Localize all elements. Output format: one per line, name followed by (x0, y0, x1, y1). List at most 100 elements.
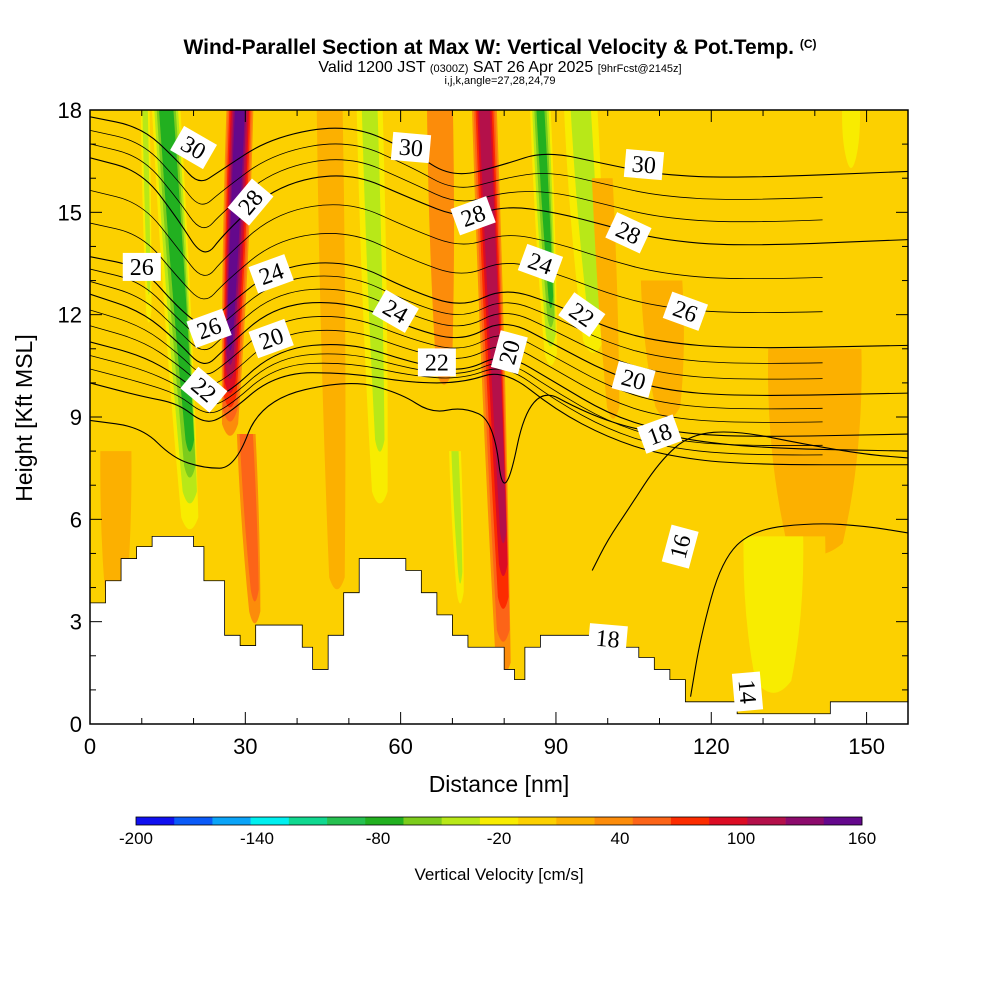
contour-label-text: 30 (398, 135, 424, 163)
contour-label-30: 30 (390, 131, 432, 164)
contour-label-24: 24 (248, 254, 294, 294)
velocity-band-8-3 (570, 110, 600, 321)
axes: 0 30 60 90 120 150 0 3 6 9 12 15 18 (58, 98, 908, 759)
colorbar-label: Vertical Velocity [cm/s] (414, 865, 583, 884)
contour-label-box (186, 308, 232, 348)
colorbar-swatch (327, 817, 366, 825)
contour-label-18: 18 (636, 414, 683, 454)
colorbar-swatch (670, 817, 710, 825)
colorbar-swatch (174, 817, 213, 825)
chart-title-text: Wind-Parallel Section at Max W: Vertical… (183, 36, 794, 59)
colorbar-swatch (136, 817, 175, 825)
colorbar-frame (135, 816, 863, 826)
contour-label-box (517, 243, 564, 284)
velocity-band-4-1 (316, 110, 346, 590)
isentrope-minor (90, 362, 823, 456)
contour-label-30: 30 (170, 125, 217, 170)
colorbar-swatch (556, 817, 595, 825)
isentrope-22 (90, 341, 908, 437)
valid-date: SAT 26 Apr 2025 (472, 59, 594, 76)
isentrope-18 (90, 383, 908, 484)
contour-label-20: 20 (490, 330, 528, 375)
contour-label-20: 20 (611, 361, 656, 398)
x-tick-label: 0 (84, 734, 96, 759)
contour-label-box (450, 196, 496, 236)
contour-label-box (248, 254, 294, 294)
grid-indices: i,j,k,angle=27,28,24,79 (444, 75, 556, 87)
colorbar-tick-label: -200 (119, 829, 153, 848)
colorbar-tick-label: 100 (727, 829, 755, 848)
contour-label-22: 22 (417, 348, 456, 377)
contour-label-box (605, 212, 652, 254)
contour-label-26: 26 (122, 252, 161, 281)
colorbar-swatch (441, 817, 481, 825)
valid-prefix: Valid 1200 JST (318, 59, 426, 76)
x-axis-label: Distance [nm] (429, 771, 570, 797)
chart-title: Wind-Parallel Section at Max W: Vertical… (0, 36, 1000, 60)
contour-label-text: 30 (631, 152, 657, 180)
valid-utc: (0300Z) (429, 63, 469, 75)
isentrope-minor (90, 222, 823, 314)
contour-label-box (122, 252, 161, 281)
copyright-mark: (C) (799, 37, 817, 51)
x-tick-label: 30 (233, 734, 257, 759)
colorbar-tick-label: -20 (487, 829, 512, 848)
colorbar: -200 -140 -80 -20 40 100 160 (119, 816, 876, 848)
y-tick-label: 6 (70, 507, 82, 532)
colorbar-tick-label: 40 (611, 829, 630, 848)
y-tick-label: 15 (58, 200, 82, 225)
contour-label-16: 16 (661, 524, 699, 569)
isentrope-20 (90, 372, 908, 466)
colorbar-swatch (747, 817, 786, 825)
colorbar-swatch (518, 817, 557, 825)
contour-label-text: 14 (733, 679, 761, 705)
contour-label-box (731, 671, 764, 712)
contour-label-box (611, 361, 656, 398)
velocity-band-14-2 (743, 536, 804, 693)
colorbar-swatch (365, 817, 404, 825)
contour-label-26: 26 (662, 291, 709, 331)
isentrope-minor (90, 353, 823, 446)
x-tick-label: 150 (848, 734, 885, 759)
x-tick-label: 60 (388, 734, 412, 759)
valid-time-line: Valid 1200 JST (0300Z) SAT 26 Apr 2025 [… (0, 59, 1000, 77)
velocity-band-3-3 (361, 110, 385, 452)
colorbar-swatch (288, 817, 328, 825)
colorbar-swatch (212, 817, 251, 825)
contour-label-box (661, 524, 699, 569)
colorbar-swatch (709, 817, 748, 825)
y-tick-label: 3 (70, 610, 82, 635)
terrain-silhouette (90, 535, 908, 724)
y-tick-label: 9 (70, 405, 82, 430)
isentrope-minor (90, 268, 823, 364)
colorbar-swatch (250, 817, 290, 825)
x-tick-label: 90 (544, 734, 568, 759)
colorbar-tick-label: 160 (848, 829, 876, 848)
contour-label-box (623, 148, 665, 181)
isentrope-minor (90, 129, 823, 205)
isentrope-14 (690, 523, 908, 697)
isentrope-minor (90, 143, 823, 229)
contour-label-box (417, 348, 456, 377)
colorbar-swatch (403, 817, 442, 825)
contour-label-box (248, 318, 294, 359)
forecast-info: [9hrFcst@2145z] (597, 63, 682, 75)
x-tick-label: 120 (693, 734, 730, 759)
velocity-band-13-1 (767, 348, 862, 556)
contour-label-28: 28 (605, 212, 652, 254)
velocity-band-10-2 (432, 110, 450, 337)
colorbar-swatch (823, 817, 863, 825)
contour-label-box (372, 289, 419, 333)
contour-label-14: 14 (731, 671, 764, 712)
colorbar-swatch (785, 817, 825, 825)
contour-label-text: 26 (130, 255, 154, 281)
contour-label-box (390, 131, 432, 164)
y-axis-label: Height [Kft MSL] (11, 334, 37, 501)
velocity-band-15-2 (842, 110, 861, 168)
isentrope-minor (90, 325, 823, 423)
contour-label-box (170, 125, 217, 170)
velocity-band-2-3 (242, 434, 258, 580)
velocity-band-9-3 (142, 110, 151, 295)
colorbar-tick-label: -140 (240, 829, 274, 848)
